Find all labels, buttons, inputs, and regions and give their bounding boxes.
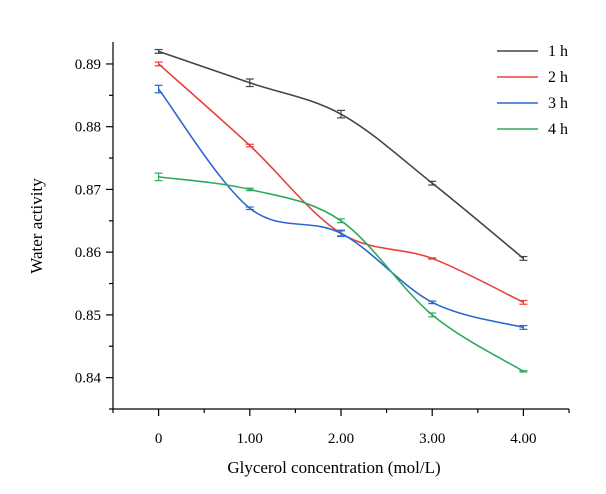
legend-label: 4 h [548, 121, 568, 138]
series-line [158, 50, 524, 260]
y-tick-label: 0.85 [75, 308, 101, 324]
y-tick-label: 0.87 [75, 182, 102, 198]
x-tick-label: 0 [155, 431, 163, 447]
legend-label: 3 h [548, 95, 568, 112]
legend-label: 2 h [548, 69, 568, 86]
series-3 [154, 84, 528, 330]
series-line [158, 176, 524, 373]
x-tick-label: 3.00 [419, 431, 445, 447]
y-axis-title: Water activity [27, 178, 46, 274]
y-tick-label: 0.86 [75, 245, 102, 261]
y-tick-label: 0.88 [75, 120, 101, 136]
x-tick-label: 1.00 [237, 431, 263, 447]
y-tick-label: 0.84 [75, 371, 102, 387]
x-axis-title: Glycerol concentration (mol/L) [227, 458, 440, 477]
x-tick-label: 4.00 [510, 431, 536, 447]
series-line [157, 88, 524, 329]
legend-label: 1 h [548, 43, 568, 60]
series-1 [154, 48, 528, 261]
series-group [154, 48, 528, 373]
x-tick-label: 2.00 [328, 431, 354, 447]
legend: 1 h 2 h 3 h 4 h [497, 43, 568, 138]
axes-group: 0.84 0.85 0.86 0.87 0.88 0.89 0 1.00 2.00 3.00 4.0… [75, 42, 570, 447]
series-4 [154, 172, 528, 373]
y-tick-label: 0.89 [75, 57, 101, 73]
